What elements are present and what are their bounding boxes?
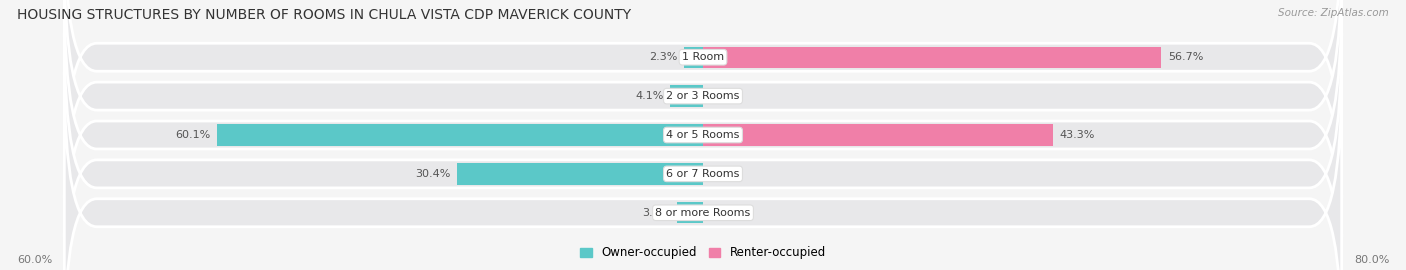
Bar	[703, 46, 1161, 68]
Bar	[703, 124, 1053, 146]
Bar	[685, 46, 703, 68]
Text: 43.3%: 43.3%	[1060, 130, 1095, 140]
Text: 4.1%: 4.1%	[636, 91, 664, 101]
Text: 3.2%: 3.2%	[643, 208, 671, 218]
Bar	[669, 85, 703, 107]
Legend: Owner-occupied, Renter-occupied: Owner-occupied, Renter-occupied	[575, 242, 831, 264]
Text: 60.1%: 60.1%	[176, 130, 211, 140]
FancyBboxPatch shape	[65, 71, 1341, 270]
Text: 80.0%: 80.0%	[1354, 255, 1389, 265]
FancyBboxPatch shape	[65, 0, 1341, 199]
FancyBboxPatch shape	[65, 0, 1341, 238]
Text: 0.0%: 0.0%	[713, 91, 741, 101]
Text: 1 Room: 1 Room	[682, 52, 724, 62]
Bar	[457, 163, 703, 185]
Text: 0.0%: 0.0%	[713, 169, 741, 179]
Text: 6 or 7 Rooms: 6 or 7 Rooms	[666, 169, 740, 179]
Text: 56.7%: 56.7%	[1168, 52, 1204, 62]
Text: 2 or 3 Rooms: 2 or 3 Rooms	[666, 91, 740, 101]
Text: 0.0%: 0.0%	[713, 208, 741, 218]
Text: Source: ZipAtlas.com: Source: ZipAtlas.com	[1278, 8, 1389, 18]
FancyBboxPatch shape	[65, 32, 1341, 270]
Bar	[217, 124, 703, 146]
Text: 60.0%: 60.0%	[17, 255, 52, 265]
Text: HOUSING STRUCTURES BY NUMBER OF ROOMS IN CHULA VISTA CDP MAVERICK COUNTY: HOUSING STRUCTURES BY NUMBER OF ROOMS IN…	[17, 8, 631, 22]
FancyBboxPatch shape	[65, 0, 1341, 270]
Text: 30.4%: 30.4%	[415, 169, 451, 179]
Text: 8 or more Rooms: 8 or more Rooms	[655, 208, 751, 218]
Text: 4 or 5 Rooms: 4 or 5 Rooms	[666, 130, 740, 140]
Text: 2.3%: 2.3%	[650, 52, 678, 62]
Bar	[678, 202, 703, 224]
